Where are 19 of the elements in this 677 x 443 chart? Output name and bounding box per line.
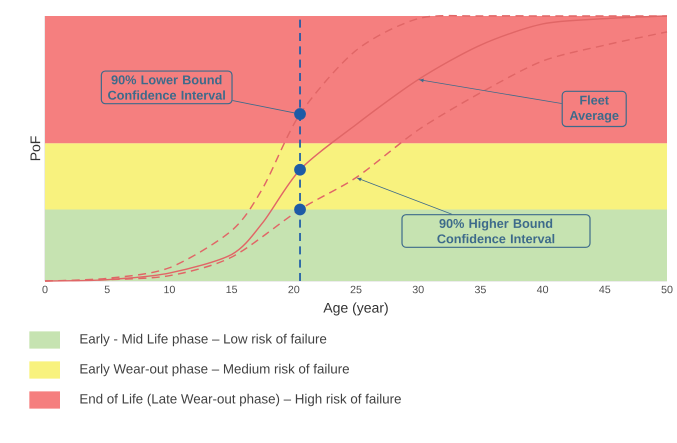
x-tick-label: 15 bbox=[226, 286, 238, 294]
annotation: 90% Higher Bound Confidence Interval bbox=[437, 218, 554, 244]
x-tick-label: 35 bbox=[474, 286, 486, 294]
x-tick-label: 5 bbox=[104, 286, 110, 294]
annotation: Fleet Average bbox=[570, 95, 619, 123]
x-tick-label: 20 bbox=[288, 286, 300, 294]
x-tick-label: 25 bbox=[350, 286, 362, 294]
x-tick-label: 50 bbox=[661, 286, 673, 294]
legend-label: Early - Mid Life phase – Low risk of failure bbox=[80, 334, 326, 346]
legend-label: Early Wear-out phase – Medium risk of failure bbox=[80, 364, 349, 376]
y-axis-title: PoF bbox=[30, 136, 40, 160]
x-tick-label: 40 bbox=[536, 286, 548, 294]
x-tick-label: 45 bbox=[599, 286, 610, 294]
x-axis-title: Age (year) bbox=[323, 302, 388, 316]
annotation: 90% Lower Bound Confidence Interval bbox=[108, 75, 225, 100]
x-tick-label: 10 bbox=[164, 286, 175, 294]
x-tick-label: 30 bbox=[412, 286, 424, 294]
legend-label: End of Life (Late Wear-out phase) – High risk of failure bbox=[80, 394, 401, 406]
x-tick-label: 0 bbox=[42, 286, 48, 294]
